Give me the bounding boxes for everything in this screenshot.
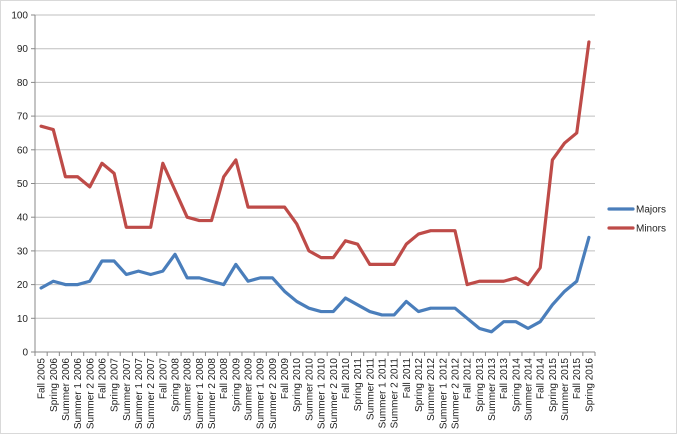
x-tick-label: Fall 2014 (536, 358, 547, 400)
x-tick-label: Summer 1 2010 (317, 358, 328, 430)
x-tick-label: Spring 2008 (171, 358, 182, 412)
y-tick-label: 80 (17, 78, 29, 89)
x-tick-label: Summer 2014 (524, 358, 535, 421)
x-tick-label: Fall 2010 (341, 358, 352, 400)
x-tick-label: Summer 2012 (426, 358, 437, 421)
x-tick-label: Summer 2 2006 (85, 358, 96, 430)
x-tick-label: Spring 2010 (292, 358, 303, 412)
x-tick-label: Fall 2015 (572, 358, 583, 400)
y-tick-label: 10 (17, 314, 29, 325)
x-tick-label: Fall 2013 (499, 358, 510, 400)
x-tick-label: Summer 2 2007 (146, 358, 157, 430)
y-tick-label: 60 (17, 145, 29, 156)
series-line-majors (39, 235, 591, 334)
y-tick-label: 40 (17, 213, 29, 224)
x-tick-label: Summer 1 2007 (134, 358, 145, 430)
x-tick-label: Fall 2011 (402, 358, 413, 399)
x-tick-label: Summer 2010 (304, 358, 315, 421)
axes (31, 14, 596, 356)
x-tick-label: Spring 2014 (511, 358, 522, 412)
x-tick-label: Spring 2006 (49, 358, 60, 412)
y-tick-label: 90 (17, 44, 29, 55)
x-tick-label: Spring 2011 (353, 358, 364, 412)
y-tick-label: 20 (17, 280, 29, 291)
x-tick-label: Summer 2008 (183, 358, 194, 421)
x-tick-label: Spring 2016 (584, 358, 595, 412)
x-tick-label: Summer 1 2008 (195, 358, 206, 430)
x-tick-label: Fall 2007 (158, 358, 169, 400)
x-tick-label: Spring 2012 (414, 358, 425, 412)
x-tick-label: Summer 2 2008 (207, 358, 218, 430)
y-tick-label: 0 (22, 348, 28, 359)
x-tick-label: Fall 2008 (219, 358, 230, 400)
x-tick-labels: Fall 2005 Spring 2006 Summer 2006 Summer 1 … (37, 358, 596, 430)
y-tick-label: 100 (11, 11, 28, 22)
x-tick-label: Spring 2007 (110, 358, 121, 412)
x-tick-label: Summer 1 2012 (438, 358, 449, 430)
x-tick-label: Summer 1 2011 (377, 358, 388, 429)
x-tick-label: Spring 2009 (231, 358, 242, 412)
legend: Majors Minors (607, 205, 666, 235)
x-tick-label: Summer 2013 (487, 358, 498, 421)
x-tick-label: Summer 2011 (365, 358, 376, 421)
x-tick-label: Summer 2007 (122, 358, 133, 421)
x-tick-label: Fall 2009 (280, 358, 291, 400)
x-tick-label: Fall 2005 (37, 358, 48, 400)
x-tick-label: Fall 2006 (97, 358, 108, 400)
legend-label-minors: Minors (636, 224, 666, 235)
x-tick-label: Spring 2013 (475, 358, 486, 412)
x-tick-label: Summer 2015 (560, 358, 571, 421)
x-tick-label: Summer 2 2011 (390, 358, 401, 429)
legend-label-majors: Majors (636, 205, 666, 216)
x-tick-label: Summer 2 2009 (268, 358, 279, 430)
x-tick-label: Summer 2006 (61, 358, 72, 421)
x-tick-label: Summer 2 2010 (329, 358, 340, 430)
x-tick-label: Summer 1 2009 (256, 358, 267, 430)
x-tick-label: Fall 2012 (463, 358, 474, 400)
y-tick-label: 70 (17, 112, 29, 123)
gridlines (35, 14, 595, 319)
x-tick-label: Summer 2009 (244, 358, 255, 421)
y-tick-label: 50 (17, 179, 29, 190)
series-lines (39, 40, 591, 334)
y-tick-label: 30 (17, 246, 29, 257)
series-line-minors (39, 40, 591, 287)
x-tick-label: Spring 2015 (548, 358, 559, 412)
x-tick-label: Summer 2 2012 (451, 358, 462, 430)
y-tick-labels: 0 10 20 30 40 50 60 70 80 90 100 (11, 11, 28, 359)
x-tick-label: Summer 1 2006 (73, 358, 84, 430)
